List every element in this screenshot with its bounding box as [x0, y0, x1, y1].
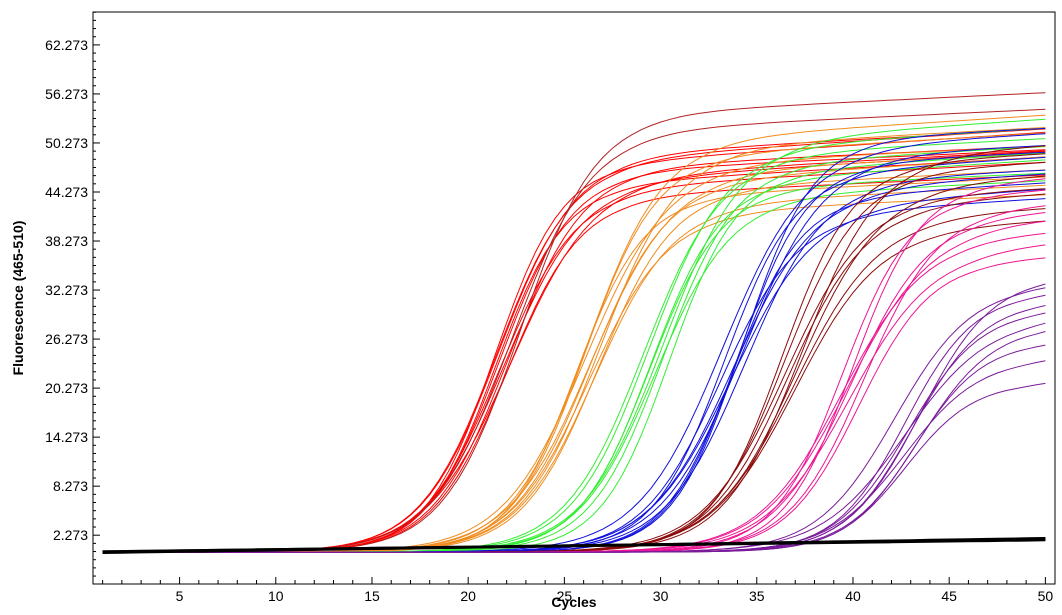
x-tick-label: 5: [176, 588, 184, 604]
y-tick-label: 20.273: [45, 380, 88, 396]
series-9-curve-12: [102, 538, 1046, 552]
y-axis: 2.273 8.273 14.273 20.273 26.273 32.273 38.273…: [45, 11, 100, 577]
plot-area: [92, 11, 1056, 585]
x-tick-label: 40: [845, 588, 861, 604]
y-tick-label: 8.273: [53, 478, 88, 494]
series-layer: [102, 92, 1046, 554]
y-tick-label: 38.273: [45, 233, 88, 249]
y-tick-label: 26.273: [45, 331, 88, 347]
x-tick-label: 20: [460, 588, 476, 604]
x-tick-label: 35: [749, 588, 765, 604]
y-tick-label: 56.273: [45, 86, 88, 102]
y-tick-label: 2.273: [53, 527, 88, 543]
y-tick-label: 62.273: [45, 37, 88, 53]
x-tick-label: 50: [1038, 588, 1054, 604]
x-tick-label: 45: [941, 588, 957, 604]
x-tick-label: 25: [557, 588, 573, 604]
y-tick-label: 14.273: [45, 429, 88, 445]
y-tick-label: 50.273: [45, 135, 88, 151]
y-tick-label: 32.273: [45, 282, 88, 298]
series-8-curve-10: [102, 283, 1046, 553]
x-axis: 5 10 15 20 25 30 35 40 45 50: [102, 577, 1054, 604]
x-tick-label: 10: [268, 588, 284, 604]
y-axis-title: Fluorescence (465-510): [10, 221, 26, 376]
x-tick-label: 15: [364, 588, 380, 604]
y-tick-label: 44.273: [45, 184, 88, 200]
x-axis-title: Cycles: [551, 594, 596, 610]
x-tick-label: 30: [653, 588, 669, 604]
